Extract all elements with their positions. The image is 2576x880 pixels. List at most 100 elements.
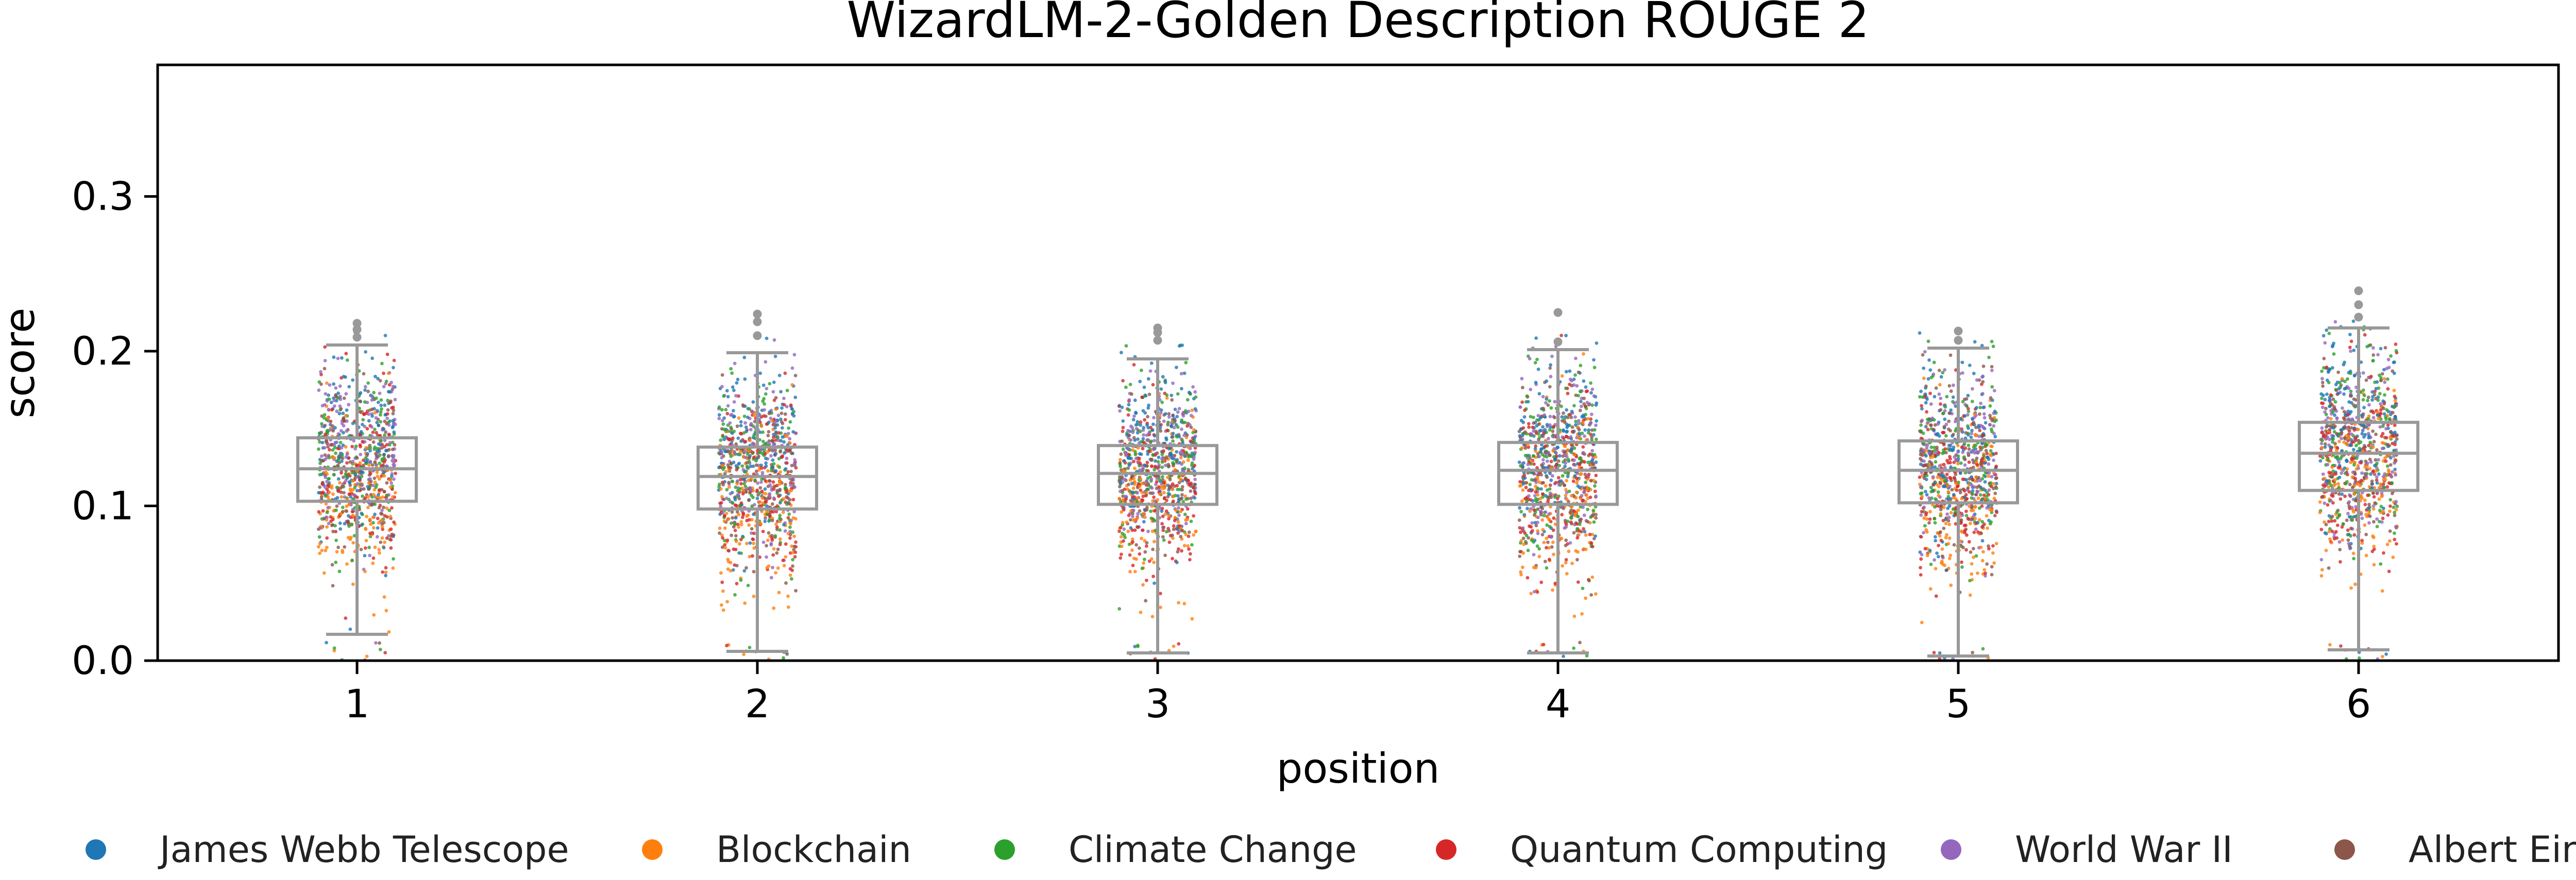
jitter-point — [370, 394, 374, 398]
jitter-point — [749, 427, 753, 432]
jitter-point — [1577, 432, 1581, 436]
jitter-point — [326, 506, 330, 510]
jitter-point — [358, 443, 362, 447]
jitter-point — [345, 461, 349, 465]
jitter-point — [1977, 425, 1981, 429]
jitter-point — [775, 491, 779, 495]
jitter-point — [1180, 427, 1183, 431]
jitter-point — [324, 440, 328, 444]
jitter-point — [1145, 578, 1148, 582]
jitter-point — [723, 526, 727, 530]
jitter-point — [378, 391, 382, 395]
jitter-point — [1138, 452, 1142, 456]
jitter-point — [2392, 388, 2396, 392]
jitter-point — [1926, 377, 1930, 381]
jitter-point — [382, 595, 386, 599]
jitter-point — [1132, 363, 1136, 367]
jitter-point — [1989, 449, 1993, 453]
jitter-point — [384, 609, 388, 613]
jitter-point — [1583, 472, 1587, 476]
jitter-point — [371, 526, 376, 530]
jitter-point — [723, 543, 727, 547]
jitter-point — [1570, 561, 1574, 565]
jitter-point — [345, 429, 349, 433]
jitter-point — [745, 464, 749, 469]
jitter-point — [337, 411, 342, 416]
jitter-point — [775, 489, 779, 493]
jitter-point — [1171, 439, 1175, 443]
jitter-point — [741, 535, 745, 539]
jitter-point — [734, 534, 738, 538]
jitter-point — [1988, 413, 1992, 418]
jitter-point — [1173, 468, 1177, 472]
jitter-point — [1578, 486, 1582, 490]
jitter-point — [375, 471, 379, 474]
jitter-point — [2335, 523, 2340, 527]
jitter-point — [322, 571, 326, 575]
jitter-point — [383, 439, 387, 442]
jitter-point — [377, 548, 381, 551]
jitter-point — [383, 514, 387, 518]
jitter-point — [1564, 435, 1568, 438]
jitter-point — [1586, 477, 1589, 481]
jitter-point — [1964, 509, 1968, 513]
jitter-point — [793, 373, 798, 377]
jitter-point — [1543, 560, 1547, 563]
jitter-point — [727, 485, 731, 489]
jitter-point — [1134, 543, 1139, 547]
jitter-point — [1127, 408, 1131, 412]
jitter-point — [1586, 507, 1590, 511]
jitter-point — [366, 485, 370, 489]
jitter-point — [384, 430, 387, 434]
jitter-point — [323, 453, 327, 457]
jitter-point — [2385, 408, 2389, 412]
jitter-point — [1118, 489, 1122, 493]
jitter-point — [355, 489, 359, 493]
jitter-point — [1549, 374, 1553, 378]
jitter-point — [369, 493, 373, 497]
jitter-point — [779, 390, 783, 394]
jitter-point — [1537, 555, 1541, 559]
jitter-point — [722, 416, 726, 420]
jitter-point — [1990, 369, 1994, 372]
jitter-point — [1579, 496, 1583, 501]
jitter-point — [1974, 475, 1978, 479]
jitter-point — [1961, 546, 1965, 549]
jitter-point — [1560, 415, 1564, 419]
jitter-point — [389, 399, 393, 403]
jitter-point — [319, 370, 323, 374]
jitter-point — [1574, 393, 1578, 397]
jitter-point — [1176, 425, 1180, 429]
jitter-point — [1144, 494, 1148, 498]
jitter-point — [737, 416, 741, 420]
jitter-point — [1152, 416, 1156, 420]
jitter-point — [782, 403, 786, 407]
jitter-point — [1984, 443, 1988, 447]
jitter-point — [1146, 529, 1150, 533]
jitter-point — [741, 492, 745, 496]
jitter-point — [1920, 620, 1924, 625]
jitter-point — [719, 571, 723, 575]
jitter-point — [1548, 399, 1551, 403]
jitter-point — [721, 545, 724, 549]
jitter-point — [1529, 432, 1533, 436]
jitter-point — [338, 521, 342, 525]
jitter-point — [734, 394, 738, 398]
jitter-point — [1158, 507, 1162, 510]
jitter-point — [351, 488, 355, 492]
jitter-point — [1119, 535, 1123, 539]
jitter-point — [735, 424, 739, 428]
jitter-point — [1521, 565, 1524, 570]
jitter-point — [2363, 503, 2367, 507]
jitter-point — [1948, 457, 1952, 461]
jitter-point — [1557, 483, 1561, 487]
jitter-point — [1519, 510, 1523, 514]
jitter-point — [1572, 531, 1576, 534]
jitter-point — [1170, 398, 1174, 402]
jitter-point — [752, 546, 756, 550]
jitter-point — [325, 479, 329, 484]
jitter-point — [327, 522, 331, 525]
jitter-point — [390, 532, 394, 537]
jitter-point — [1981, 550, 1985, 554]
jitter-point — [758, 486, 762, 490]
